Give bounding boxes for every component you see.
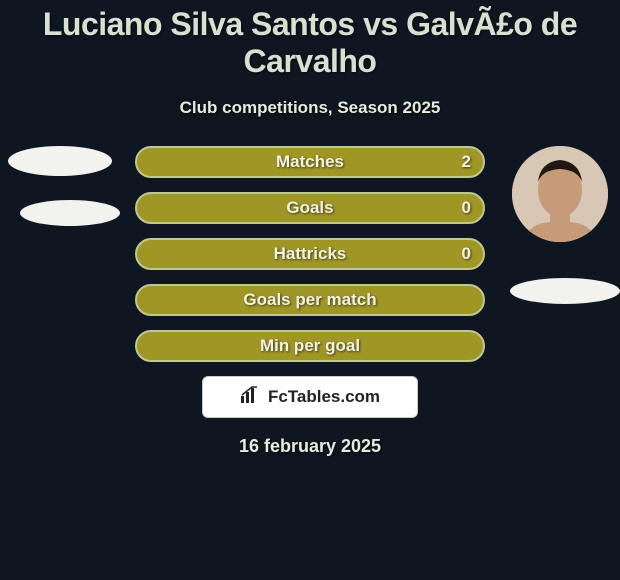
page-title: Luciano Silva Santos vs GalvÃ£o de Carva… xyxy=(0,0,620,80)
right-player-photo xyxy=(512,146,608,242)
subtitle: Club competitions, Season 2025 xyxy=(0,98,620,118)
stat-bar: Goals 0 xyxy=(135,192,485,224)
right-player-ellipse xyxy=(510,278,620,304)
stat-bar: Goals per match xyxy=(135,284,485,316)
left-player-ellipse-2 xyxy=(20,200,120,226)
footer-date: 16 february 2025 xyxy=(0,436,620,457)
comparison-card: Luciano Silva Santos vs GalvÃ£o de Carva… xyxy=(0,0,620,580)
stat-bar-label: Goals per match xyxy=(243,290,376,310)
stat-bar-right-value: 0 xyxy=(462,198,471,218)
stat-bar-right-value: 0 xyxy=(462,244,471,264)
branding-text: FcTables.com xyxy=(268,387,380,407)
stat-bar-label: Goals xyxy=(286,198,333,218)
left-player-ellipse-1 xyxy=(8,146,112,176)
stat-bar: Min per goal xyxy=(135,330,485,362)
stat-bar-label: Hattricks xyxy=(274,244,347,264)
bars-icon xyxy=(240,386,262,409)
stat-bar: Hattricks 0 xyxy=(135,238,485,270)
stat-bars: Matches 2 Goals 0 Hattricks 0 Goals per match M… xyxy=(135,146,485,362)
person-icon xyxy=(512,146,608,242)
stat-bar-label: Min per goal xyxy=(260,336,360,356)
branding-badge: FcTables.com xyxy=(202,376,418,418)
stat-bar-right-value: 2 xyxy=(462,152,471,172)
comparison-arena: Matches 2 Goals 0 Hattricks 0 Goals per match M… xyxy=(0,146,620,457)
stat-bar-label: Matches xyxy=(276,152,344,172)
stat-bar: Matches 2 xyxy=(135,146,485,178)
